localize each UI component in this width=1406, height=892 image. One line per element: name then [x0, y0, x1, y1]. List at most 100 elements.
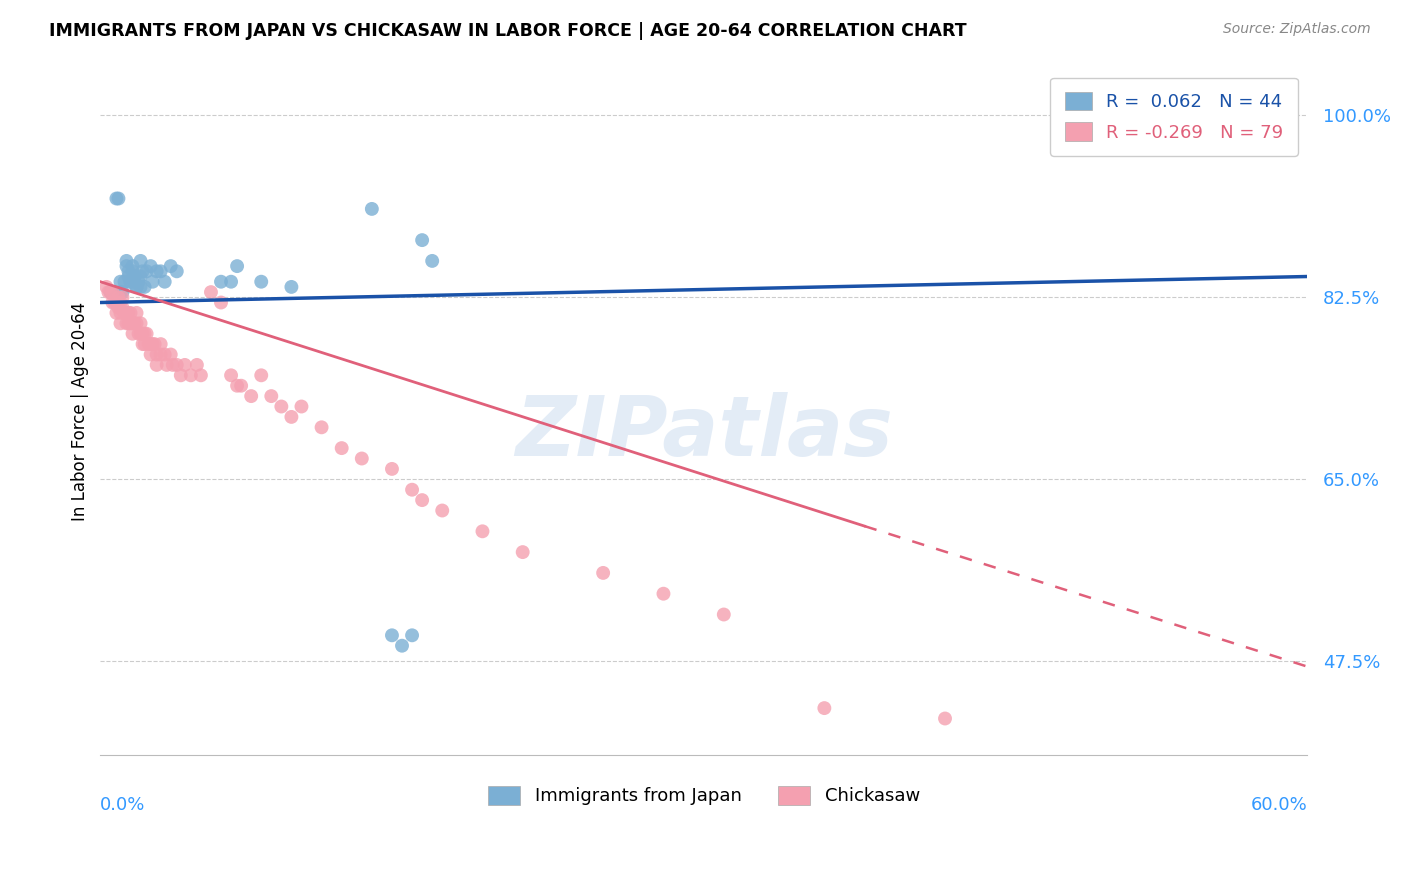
- Point: [105, 306, 128, 320]
- Point: [121, 326, 143, 341]
- Point: [149, 347, 172, 361]
- Text: IMMIGRANTS FROM JAPAN VS CHICKASAW IN LABOR FORCE | AGE 20-64 CORRELATION CHART: IMMIGRANTS FROM JAPAN VS CHICKASAW IN LA…: [49, 22, 967, 40]
- Point: [138, 337, 160, 351]
- Point: [110, 316, 132, 330]
- Point: [117, 264, 139, 278]
- Point: [117, 269, 139, 284]
- Point: [114, 275, 136, 289]
- Point: [159, 259, 181, 273]
- Point: [512, 545, 534, 559]
- Point: [219, 275, 242, 289]
- Point: [153, 275, 176, 289]
- Point: [145, 264, 167, 278]
- Point: [280, 280, 302, 294]
- Point: [401, 628, 423, 642]
- Point: [231, 378, 253, 392]
- Point: [110, 306, 132, 320]
- Point: [350, 451, 373, 466]
- Point: [270, 400, 292, 414]
- Point: [401, 483, 423, 497]
- Point: [134, 326, 156, 341]
- Point: [111, 290, 134, 304]
- Point: [100, 285, 122, 299]
- Point: [129, 280, 152, 294]
- Point: [381, 462, 404, 476]
- Point: [135, 326, 157, 341]
- Point: [96, 280, 118, 294]
- Y-axis label: In Labor Force | Age 20-64: In Labor Force | Age 20-64: [72, 302, 89, 521]
- Point: [166, 264, 188, 278]
- Point: [120, 275, 142, 289]
- Point: [652, 587, 675, 601]
- Point: [121, 264, 143, 278]
- Point: [190, 368, 212, 383]
- Point: [105, 295, 128, 310]
- Point: [240, 389, 263, 403]
- Point: [115, 259, 138, 273]
- Point: [145, 358, 167, 372]
- Point: [166, 358, 188, 372]
- Point: [250, 275, 273, 289]
- Point: [219, 368, 242, 383]
- Point: [139, 347, 162, 361]
- Point: [129, 326, 152, 341]
- Point: [120, 275, 142, 289]
- Point: [129, 254, 152, 268]
- Point: [250, 368, 273, 383]
- Point: [311, 420, 333, 434]
- Point: [391, 639, 413, 653]
- Point: [100, 285, 122, 299]
- Point: [107, 301, 129, 315]
- Text: ZIPatlas: ZIPatlas: [515, 392, 893, 473]
- Point: [162, 358, 184, 372]
- Point: [142, 275, 165, 289]
- Text: Source: ZipAtlas.com: Source: ZipAtlas.com: [1223, 22, 1371, 37]
- Point: [209, 275, 232, 289]
- Point: [110, 295, 132, 310]
- Point: [135, 264, 157, 278]
- Point: [124, 316, 146, 330]
- Point: [139, 337, 162, 351]
- Point: [170, 368, 193, 383]
- Point: [125, 280, 148, 294]
- Text: 60.0%: 60.0%: [1250, 796, 1308, 814]
- Point: [97, 285, 120, 299]
- Point: [173, 358, 195, 372]
- Point: [107, 290, 129, 304]
- Point: [120, 306, 142, 320]
- Point: [143, 337, 166, 351]
- Point: [432, 503, 454, 517]
- Point: [117, 306, 139, 320]
- Point: [226, 378, 249, 392]
- Point: [125, 316, 148, 330]
- Point: [110, 275, 132, 289]
- Point: [124, 269, 146, 284]
- Point: [420, 254, 443, 268]
- Point: [226, 259, 249, 273]
- Point: [330, 441, 353, 455]
- Point: [129, 316, 152, 330]
- Point: [156, 358, 179, 372]
- Point: [101, 295, 124, 310]
- Point: [115, 254, 138, 268]
- Text: 0.0%: 0.0%: [100, 796, 146, 814]
- Point: [139, 259, 162, 273]
- Point: [125, 280, 148, 294]
- Point: [131, 337, 153, 351]
- Point: [411, 233, 433, 247]
- Point: [124, 275, 146, 289]
- Point: [114, 306, 136, 320]
- Point: [101, 285, 124, 299]
- Point: [121, 259, 143, 273]
- Point: [411, 493, 433, 508]
- Point: [128, 275, 150, 289]
- Point: [103, 295, 125, 310]
- Point: [471, 524, 494, 539]
- Point: [105, 192, 128, 206]
- Point: [153, 347, 176, 361]
- Point: [128, 326, 150, 341]
- Point: [813, 701, 835, 715]
- Point: [111, 285, 134, 299]
- Point: [120, 316, 142, 330]
- Point: [142, 337, 165, 351]
